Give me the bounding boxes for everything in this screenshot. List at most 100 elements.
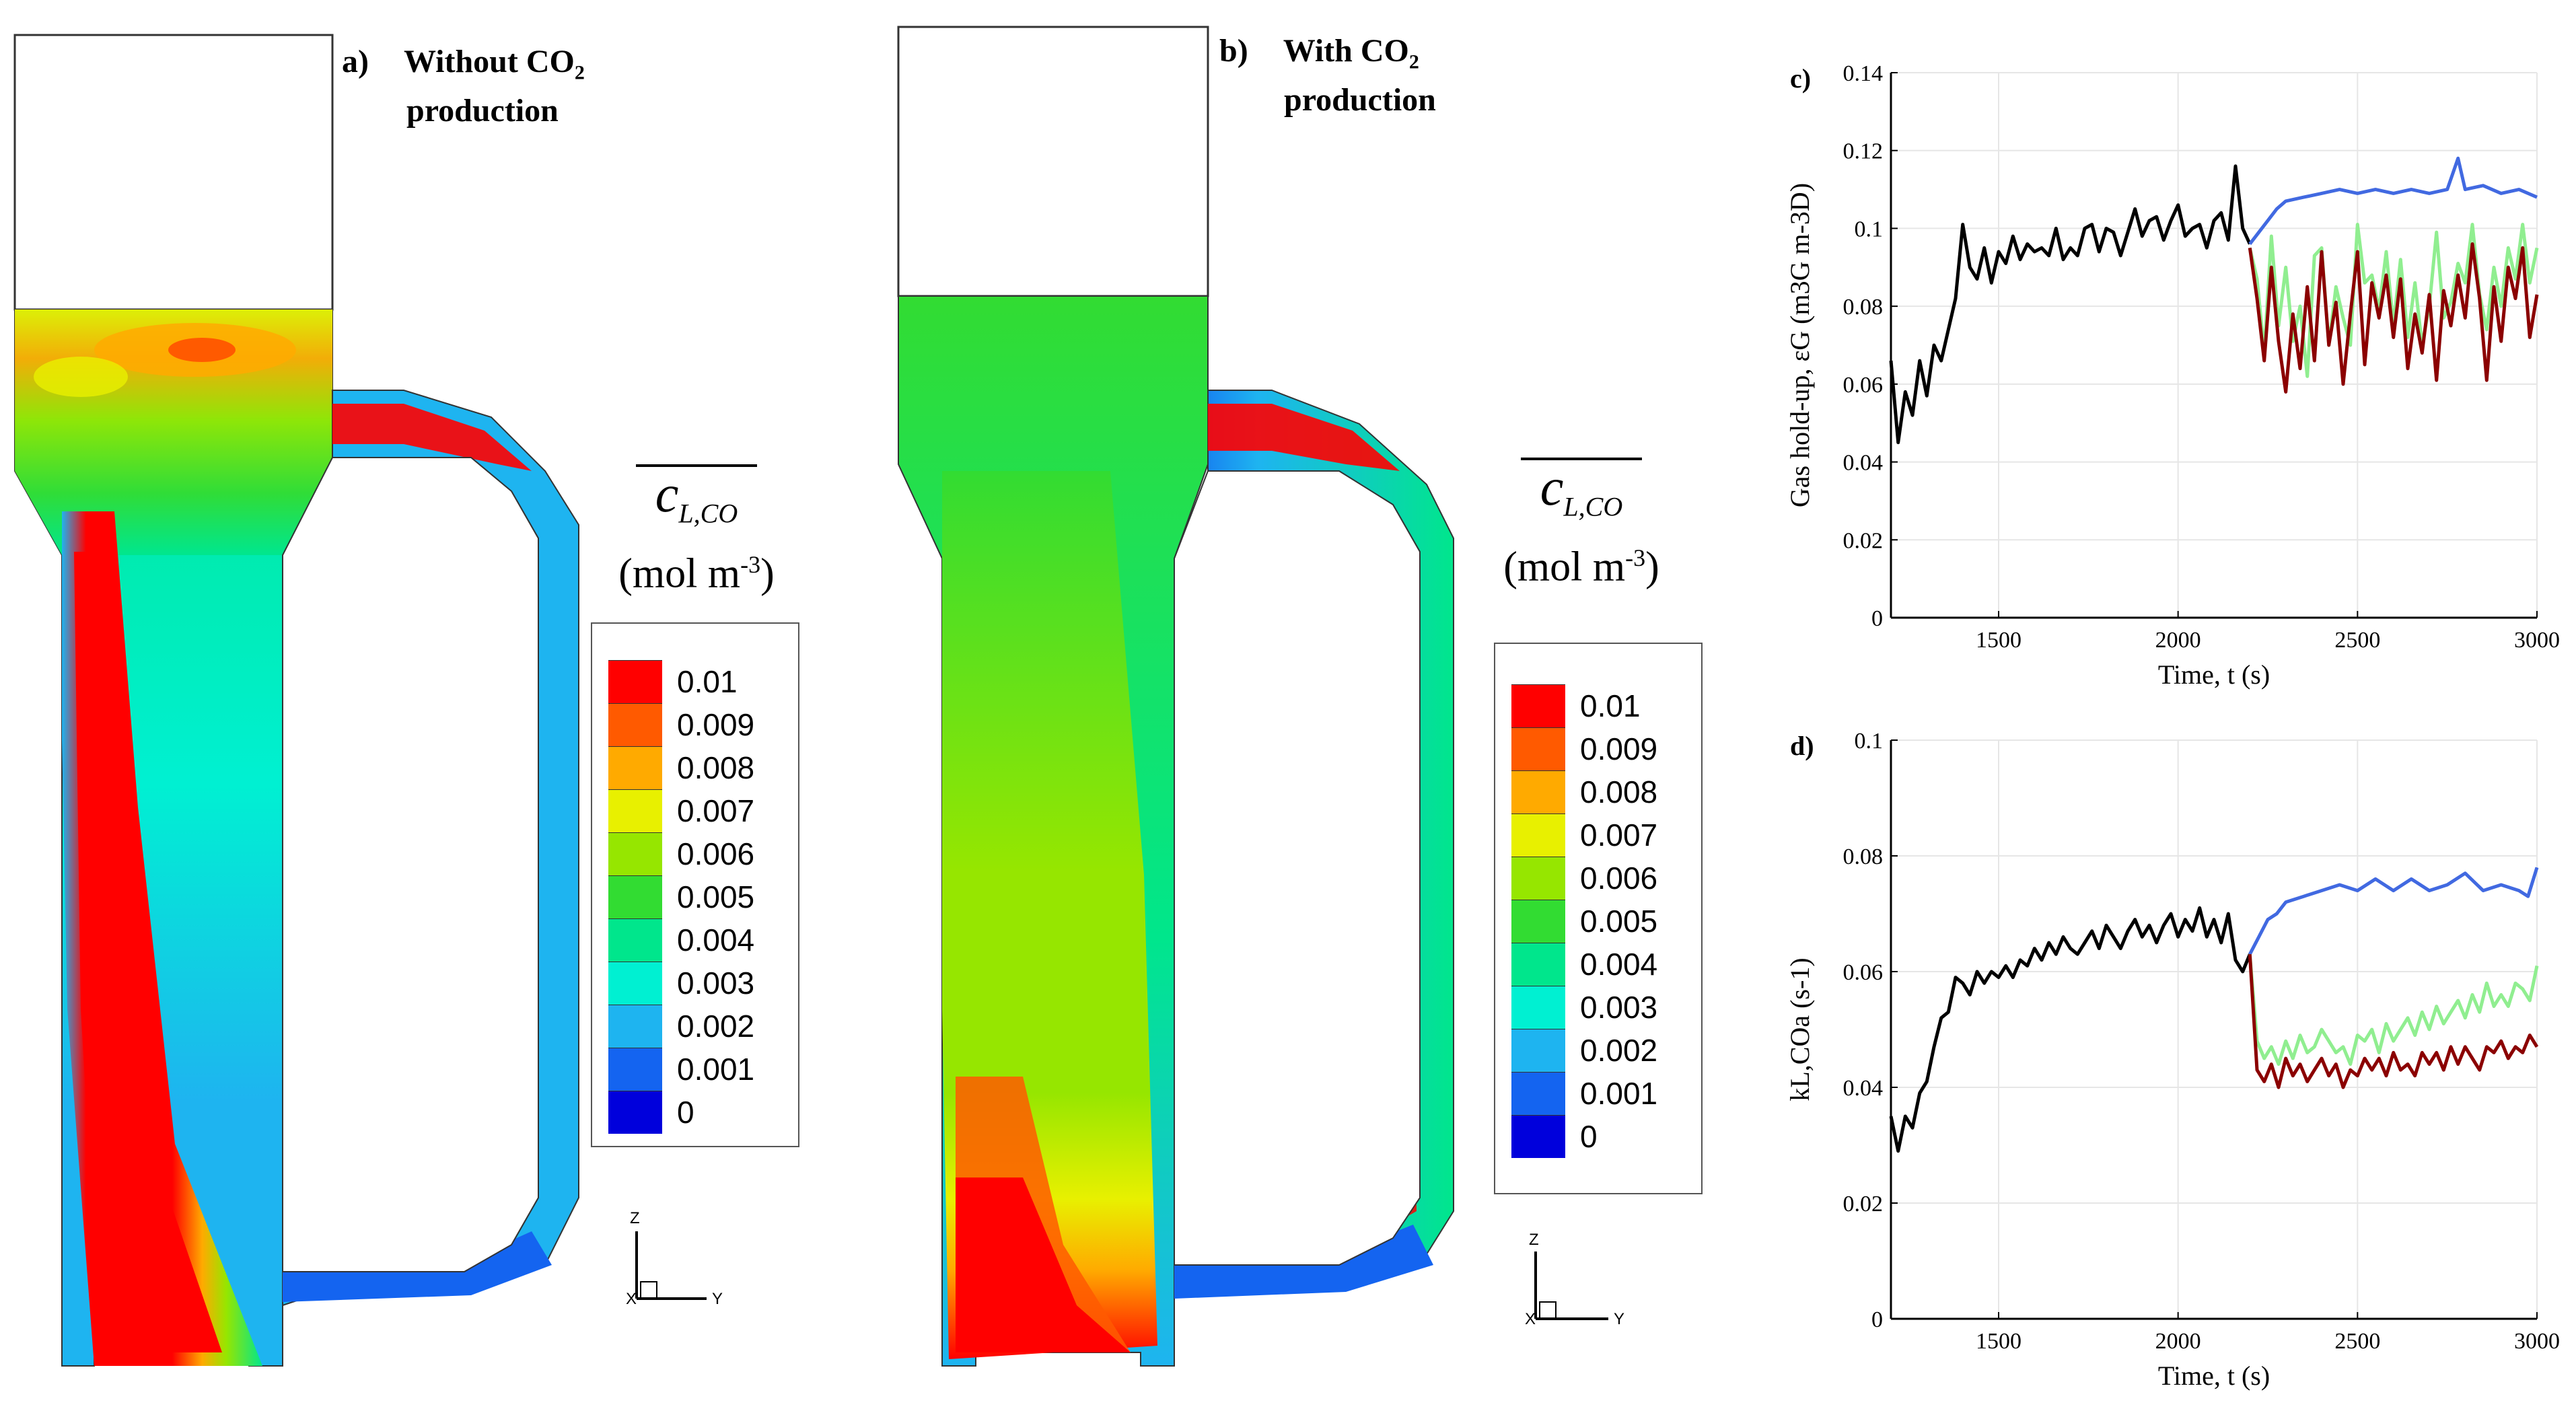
legend-row: 0 xyxy=(1511,1115,1598,1158)
panel-b-title-line1: With CO xyxy=(1283,33,1409,69)
legend-level-label: 0.002 xyxy=(677,1009,755,1044)
y-tick-label: 0.08 xyxy=(1843,295,1884,320)
triad-x-label-a: X xyxy=(626,1290,637,1308)
legend-swatch xyxy=(608,703,662,746)
series-line xyxy=(2248,242,2539,394)
legend-level-label: 0.005 xyxy=(677,879,755,914)
y-tick-label: 0.1 xyxy=(1855,729,1884,754)
legend-unit-close-a: ) xyxy=(760,550,775,597)
legend-row: 0.006 xyxy=(608,832,754,875)
y-axis-label: kL,COa (s-1) xyxy=(1785,957,1815,1101)
legend-level-label: 0.003 xyxy=(1580,990,1658,1025)
headspace-a xyxy=(13,34,334,311)
legend-level-label: 0.008 xyxy=(677,750,755,785)
y-tick-label: 0.02 xyxy=(1843,1192,1884,1217)
legend-row: 0.01 xyxy=(608,660,738,703)
legend-symbol-sub-a: L,CO xyxy=(678,498,738,529)
legend-level-label: 0.001 xyxy=(677,1052,755,1087)
legend-swatch xyxy=(1511,770,1565,813)
legend-row: 0.007 xyxy=(608,789,754,832)
legend-level-label: 0.009 xyxy=(1580,731,1658,766)
legend-symbol-sub-b: L,CO xyxy=(1563,491,1623,522)
series-line xyxy=(2248,953,2539,1066)
triad-x-label-b: X xyxy=(1525,1310,1536,1328)
legend-row: 0.001 xyxy=(1511,1072,1657,1115)
y-tick-label: 0 xyxy=(1871,606,1883,631)
triad-z-label-b: Z xyxy=(1529,1231,1539,1249)
y-tick-label: 0.04 xyxy=(1843,451,1884,476)
legend-swatch xyxy=(608,1005,662,1048)
legend-swatch xyxy=(1511,857,1565,900)
y-tick-label: 0.08 xyxy=(1843,844,1884,869)
panel-b-title-sub: 2 xyxy=(1408,50,1419,73)
y-tick-label: 0 xyxy=(1871,1307,1883,1332)
y-tick-label: 0.06 xyxy=(1843,373,1884,398)
legend-swatch xyxy=(608,918,662,962)
legend-unit-b: (mol m xyxy=(1503,544,1626,590)
series-line xyxy=(1889,164,2252,445)
legend-swatch xyxy=(608,746,662,789)
legend-level-label: 0.006 xyxy=(1580,861,1658,896)
legend-row: 0.003 xyxy=(1511,986,1657,1029)
y-tick-label: 0.12 xyxy=(1843,139,1884,164)
legend-row: 0.008 xyxy=(608,746,754,789)
legend-level-label: 0.003 xyxy=(677,966,755,1001)
legend-row: 0.008 xyxy=(1511,770,1657,813)
panel-b-label: b) xyxy=(1219,33,1248,69)
legend-level-label: 0.004 xyxy=(677,922,755,957)
legend-swatch xyxy=(608,1048,662,1091)
panel-a-label: a) xyxy=(342,44,369,79)
legend-unit-sup-a: -3 xyxy=(740,550,761,578)
legend-level-label: 0.007 xyxy=(677,793,755,828)
y-tick-label: 0.06 xyxy=(1843,960,1884,985)
chart-panel-label: c) xyxy=(1790,63,1811,94)
legend-unit-close-b: ) xyxy=(1645,544,1659,590)
legend-row: 0 xyxy=(608,1091,694,1134)
legend-row: 0.005 xyxy=(608,875,754,918)
legend-swatch xyxy=(1511,813,1565,857)
chart-gas-holdup: 1500 2000 2500 3000 0 0.02 0.04 0.06 0.08 0.1 0.12… xyxy=(1785,61,2560,690)
legend-level-label: 0.004 xyxy=(1580,947,1658,982)
axis-triad-a: Z Y X xyxy=(626,1209,723,1308)
legend-row: 0.009 xyxy=(608,703,754,746)
legend-level-label: 0 xyxy=(1580,1119,1598,1154)
y-tick-label: 0.1 xyxy=(1855,217,1884,242)
legend-swatch xyxy=(1511,727,1565,770)
legend-row: 0.006 xyxy=(1511,857,1657,900)
axis-triad-b: Z Y X xyxy=(1525,1231,1624,1328)
x-tick-label: 1500 xyxy=(1976,1329,2022,1354)
legend-swatch xyxy=(608,660,662,703)
legend-level-label: 0.001 xyxy=(1580,1076,1658,1111)
panel-b-title: b) With CO2 production xyxy=(1219,32,1436,119)
legend-swatch xyxy=(1511,986,1565,1029)
legend-level-label: 0.009 xyxy=(677,707,755,742)
triad-y-label-a: Y xyxy=(712,1290,723,1308)
legend-level-label: 0.01 xyxy=(1580,688,1641,723)
legend-row: 0.01 xyxy=(1511,684,1641,727)
legend-level-label: 0 xyxy=(677,1095,694,1130)
panel-a-title: a) Without CO2 production xyxy=(342,43,585,130)
legend-row: 0.002 xyxy=(608,1005,754,1048)
legend-unit-a: (mol m xyxy=(618,550,741,597)
x-axis-label: Time, t (s) xyxy=(2158,1361,2270,1391)
panel-a-title-line1: Without CO xyxy=(403,44,575,79)
legend-swatch xyxy=(1511,1029,1565,1072)
legend-level-label: 0.01 xyxy=(677,664,738,699)
legend-symbol-a: cL,CO (mol m-3) xyxy=(585,464,808,597)
series-line xyxy=(2248,867,2539,955)
legend-row: 0.004 xyxy=(608,918,754,962)
reactor-panel-a xyxy=(13,34,579,1367)
legend-row: 0.004 xyxy=(1511,943,1657,986)
legend-symbol-letter-b: c xyxy=(1540,458,1564,516)
x-tick-label: 2500 xyxy=(2334,628,2380,653)
legend-unit-sup-b: -3 xyxy=(1625,544,1646,571)
color-legend-a: 0.01 0.009 0.008 0.007 0.006 0.005 0.004 0.003 0… xyxy=(591,622,799,1147)
legend-swatch xyxy=(608,962,662,1005)
legend-row: 0.002 xyxy=(1511,1029,1657,1072)
x-tick-label: 3000 xyxy=(2514,628,2560,653)
x-tick-label: 2000 xyxy=(2155,628,2201,653)
legend-row: 0.009 xyxy=(1511,727,1657,770)
legend-swatch xyxy=(608,875,662,918)
legend-swatch xyxy=(1511,1072,1565,1115)
